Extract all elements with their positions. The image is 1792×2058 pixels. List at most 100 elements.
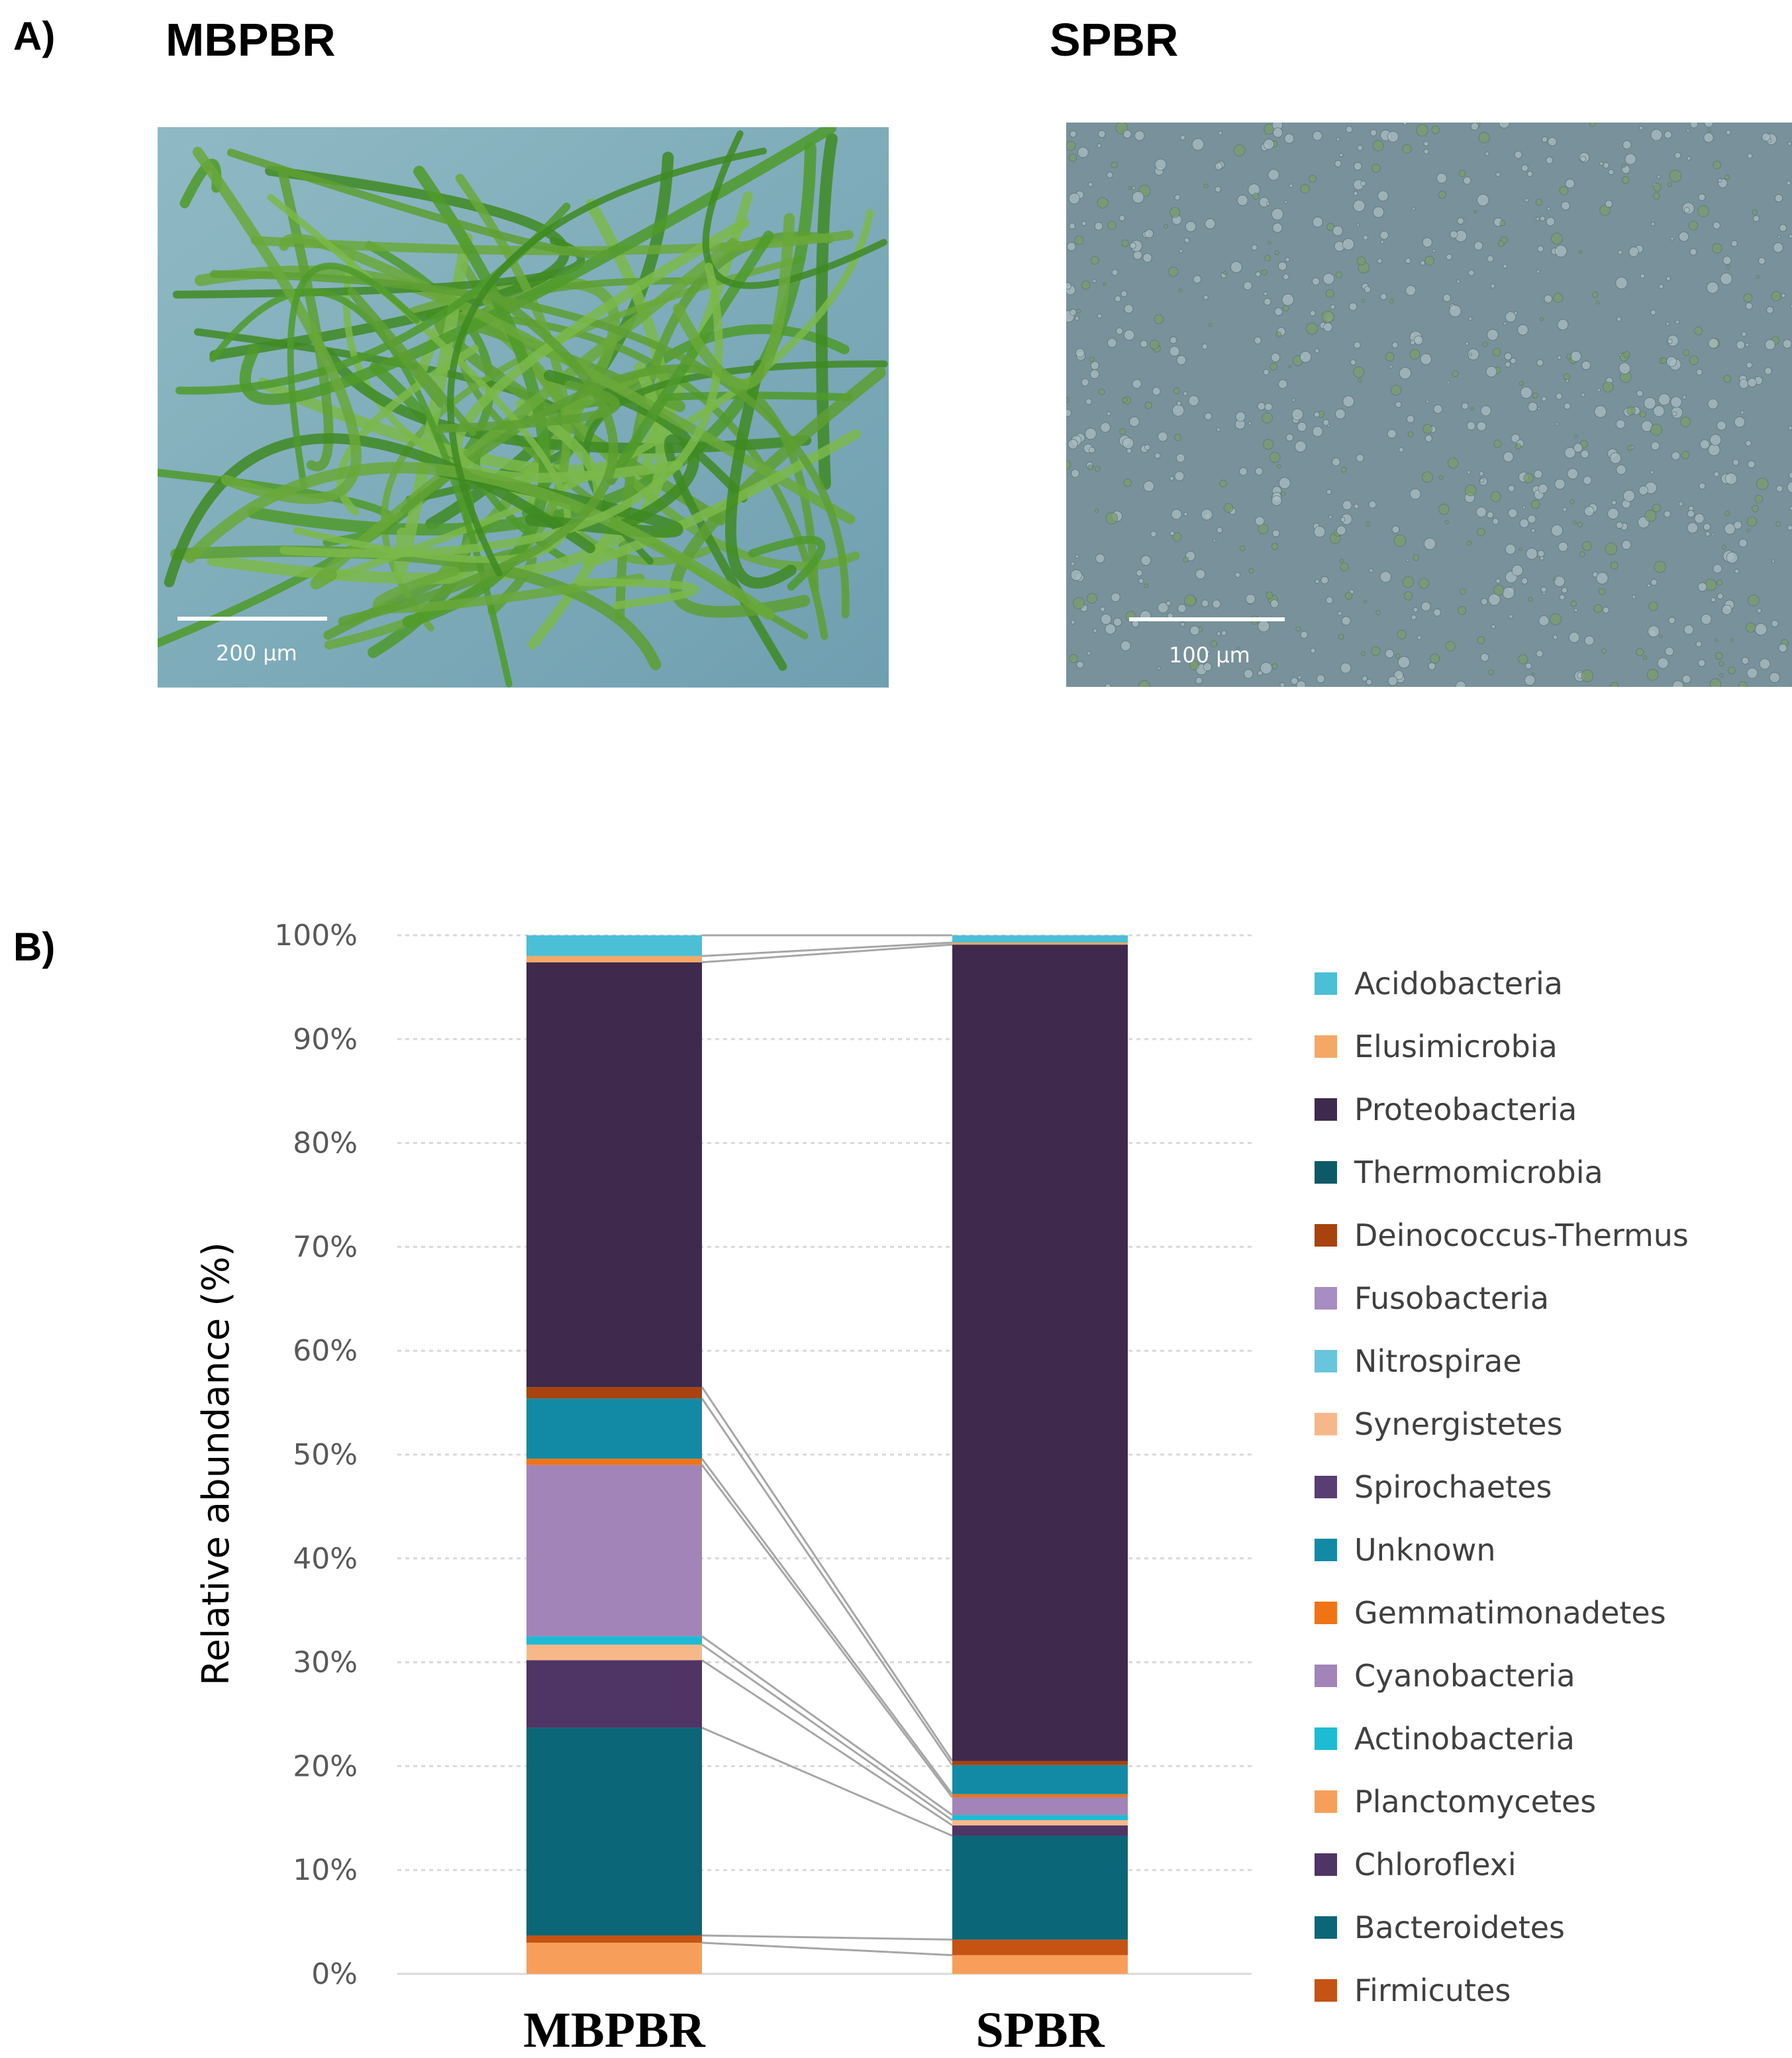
particle (1551, 232, 1563, 244)
particle (1334, 160, 1342, 168)
particle (1129, 242, 1136, 249)
particle (1581, 540, 1592, 551)
particle (1395, 401, 1402, 408)
particle (1648, 601, 1658, 611)
particle (1711, 243, 1722, 254)
particle (1236, 646, 1240, 650)
particle (1283, 200, 1288, 204)
particle (1291, 408, 1304, 421)
particle (1066, 460, 1071, 470)
particle (1325, 596, 1334, 604)
particle (1537, 407, 1541, 411)
particle (1105, 511, 1119, 525)
particle (1682, 674, 1691, 684)
particle (1562, 507, 1568, 512)
particle (1312, 217, 1323, 228)
particle (1223, 503, 1234, 513)
particle (1264, 254, 1271, 262)
particle (1721, 544, 1726, 550)
legend-swatch (1315, 1224, 1337, 1247)
particle (1611, 499, 1617, 505)
particle (1277, 379, 1288, 389)
particle (1726, 264, 1730, 270)
particle (1170, 531, 1175, 536)
particle (1603, 162, 1610, 169)
particle (1271, 542, 1279, 550)
particle (1066, 397, 1070, 403)
particle (1754, 494, 1764, 503)
particle (1339, 152, 1344, 158)
particle (1616, 464, 1626, 475)
particle (1393, 670, 1404, 680)
particle (1748, 594, 1760, 607)
filament (348, 287, 477, 437)
particle (1168, 266, 1179, 277)
y-tick-label: 30% (293, 1646, 358, 1680)
particle (1387, 429, 1397, 439)
particle (1344, 592, 1353, 600)
particle (1610, 561, 1618, 570)
particle (1195, 569, 1206, 580)
particle (1446, 380, 1450, 385)
particle (1747, 460, 1756, 469)
particle (1405, 257, 1411, 264)
particle (1622, 176, 1630, 184)
particle (1584, 635, 1595, 646)
particle (1670, 396, 1682, 408)
particle (1296, 680, 1306, 687)
particle (1734, 568, 1740, 574)
particle (1442, 293, 1452, 303)
particle (1617, 250, 1623, 255)
particle (1666, 276, 1671, 282)
particle (1421, 471, 1433, 483)
bar-segment-elusimicrobia-mbpbr (526, 956, 702, 962)
particle (1473, 241, 1483, 250)
particle (1070, 561, 1075, 566)
particle (1278, 477, 1291, 489)
particle (1771, 619, 1779, 627)
particle (1479, 471, 1484, 477)
particle (1623, 351, 1630, 358)
legend-swatch (1315, 1602, 1337, 1624)
particle (1353, 199, 1366, 212)
particle (1554, 478, 1566, 490)
particle (1581, 392, 1585, 397)
particle (1546, 207, 1551, 211)
particle (1339, 558, 1344, 563)
particle (1074, 316, 1080, 321)
particle (1554, 576, 1566, 588)
particle (1285, 433, 1294, 442)
particle (1271, 663, 1278, 670)
particle (1398, 447, 1404, 453)
particle (1169, 476, 1175, 481)
particle (1519, 518, 1529, 529)
particle (1438, 475, 1444, 480)
particle (1573, 442, 1583, 453)
particle (1312, 426, 1323, 437)
particle (1074, 235, 1084, 245)
particle (1694, 326, 1703, 336)
particle (1438, 503, 1450, 515)
particle (1128, 186, 1132, 190)
particle (1219, 480, 1227, 488)
particle (1466, 540, 1472, 546)
particle (1717, 593, 1724, 600)
particle (1391, 342, 1399, 348)
particle (1405, 558, 1410, 562)
filament (226, 148, 610, 259)
particle (1366, 679, 1373, 686)
particle (1070, 569, 1083, 582)
particle (1703, 132, 1714, 143)
particle (1515, 443, 1522, 450)
legend-swatch (1315, 1539, 1337, 1561)
particle (1581, 669, 1594, 682)
particle (1528, 597, 1533, 602)
particle (1216, 427, 1221, 432)
particle (1269, 599, 1279, 608)
particle (1650, 129, 1663, 141)
particle (1565, 178, 1575, 189)
particle (1176, 355, 1187, 366)
connector-line (701, 1458, 954, 1795)
particle (1745, 302, 1753, 310)
particle (1787, 481, 1792, 493)
